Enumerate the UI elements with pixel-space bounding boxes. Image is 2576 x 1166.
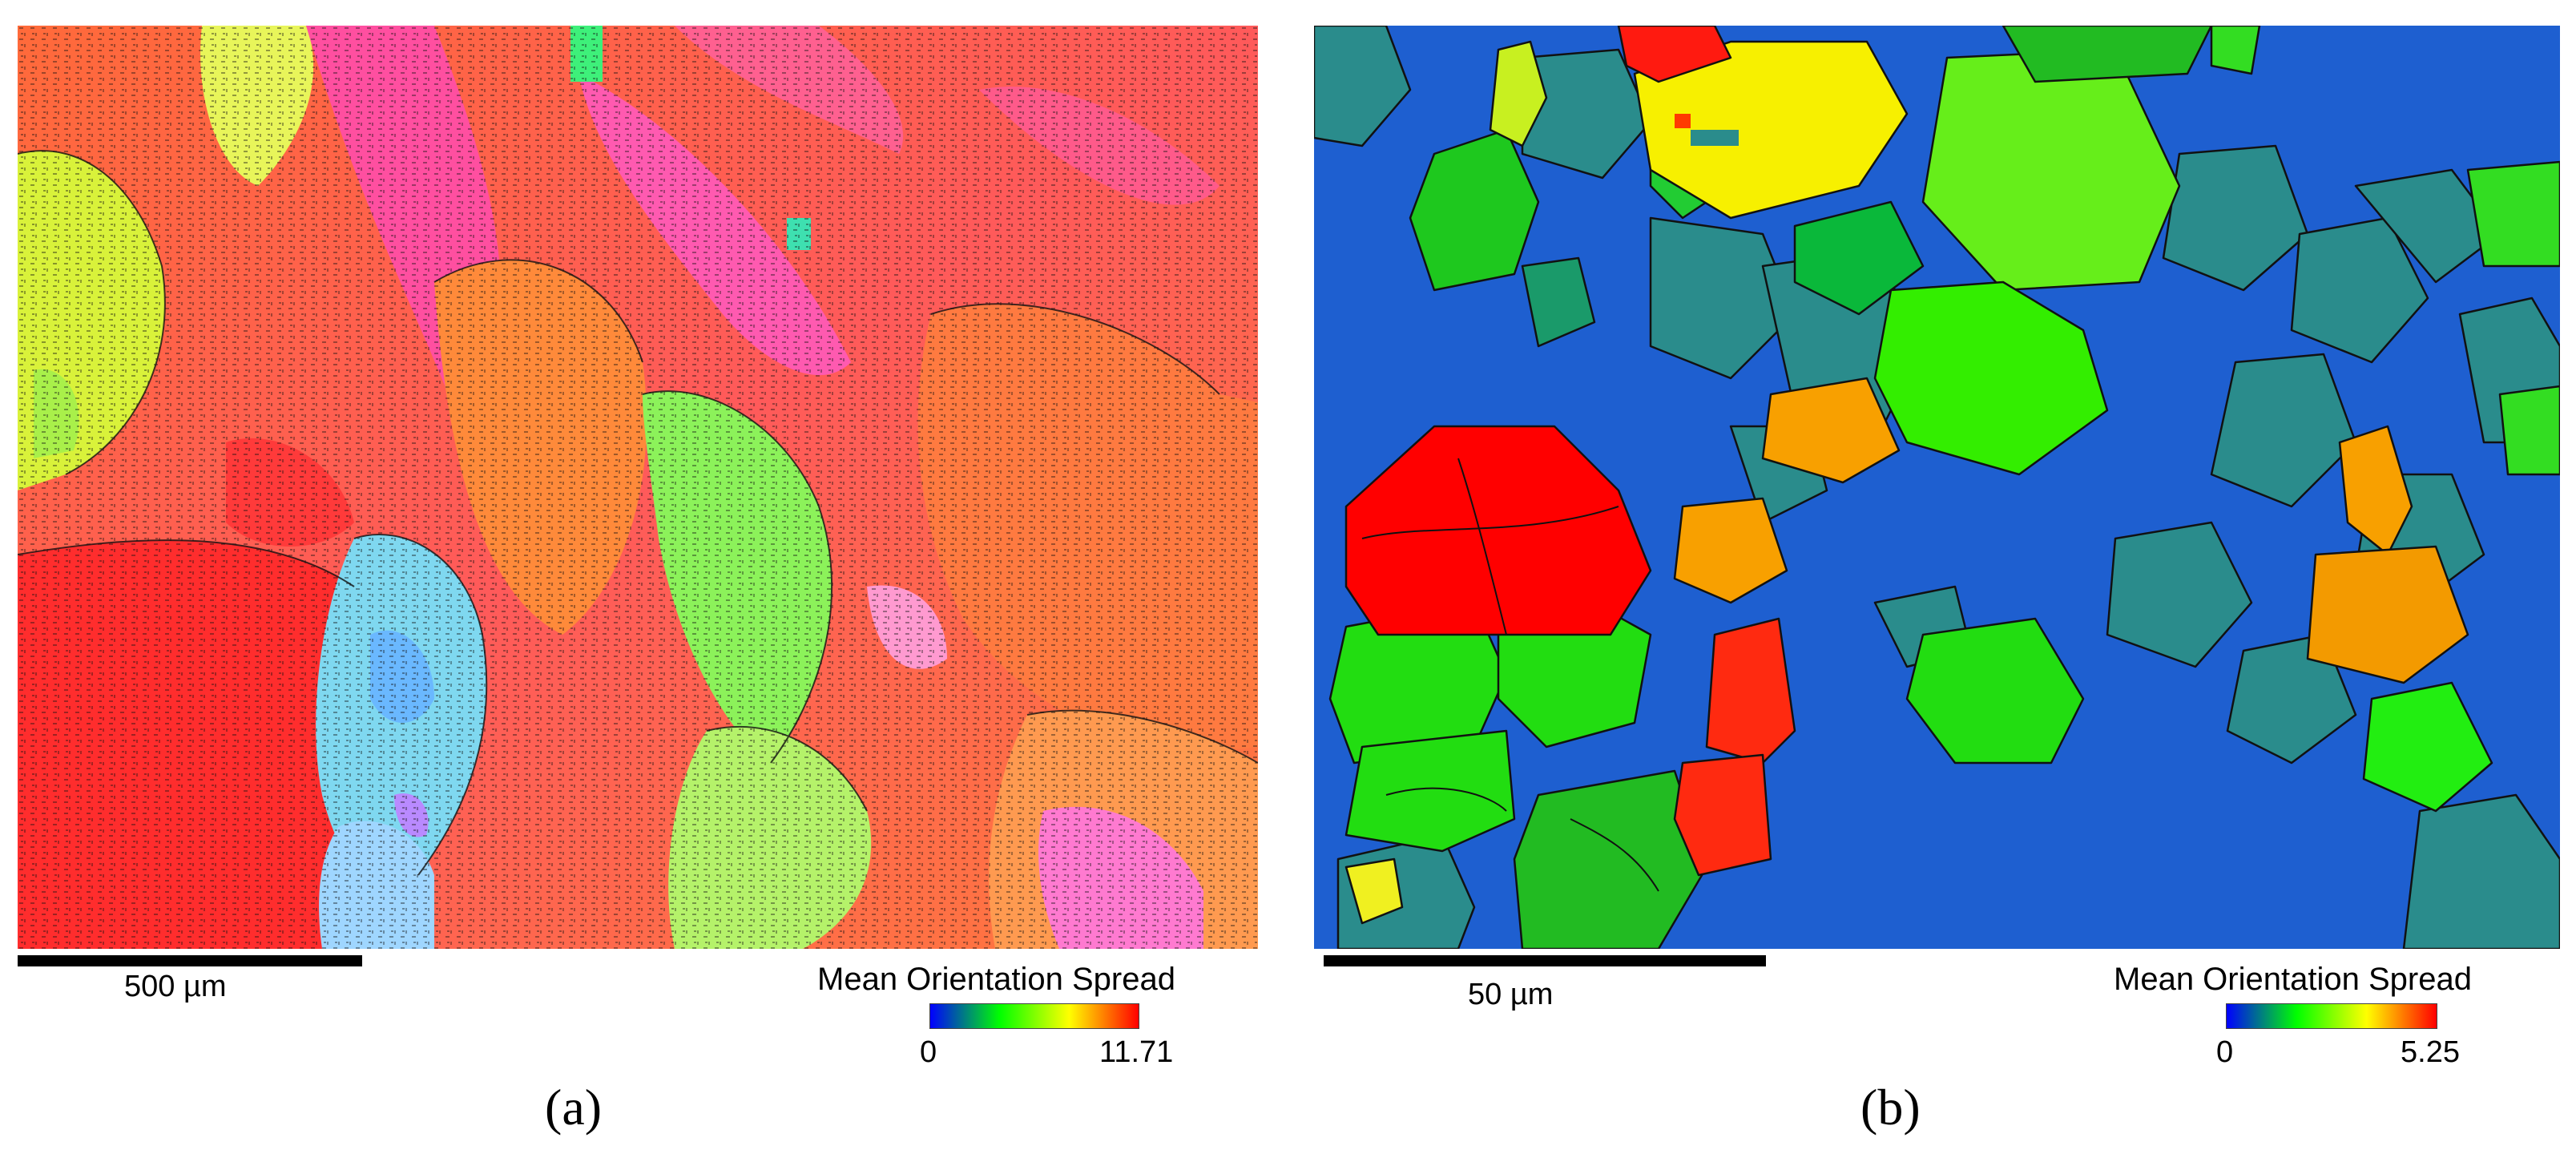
legend-colorbar-a	[929, 1003, 1139, 1029]
scale-bar-line-b	[1324, 955, 1766, 966]
caption-a: (a)	[545, 1079, 603, 1136]
legend-max-a: 11.71	[1099, 1035, 1174, 1069]
legend-max-b: 5.25	[2401, 1035, 2460, 1069]
scale-bar-line-a	[18, 955, 362, 966]
legend-colorbar-b	[2226, 1003, 2437, 1029]
scale-bar-label-a: 500 µm	[124, 970, 227, 1003]
legend-min-b: 0	[2216, 1035, 2234, 1069]
orientation-map-b	[1314, 26, 2560, 949]
orientation-map-b-image	[1314, 26, 2560, 949]
legend-title-b: Mean Orientation Spread	[2114, 962, 2472, 997]
orientation-map-a-image	[18, 26, 1258, 949]
legend-min-a: 0	[920, 1035, 937, 1069]
orientation-map-a	[18, 26, 1258, 949]
scale-bar-label-b: 50 µm	[1468, 978, 1554, 1011]
caption-b: (b)	[1860, 1079, 1921, 1136]
legend-title-a: Mean Orientation Spread	[817, 962, 1175, 997]
